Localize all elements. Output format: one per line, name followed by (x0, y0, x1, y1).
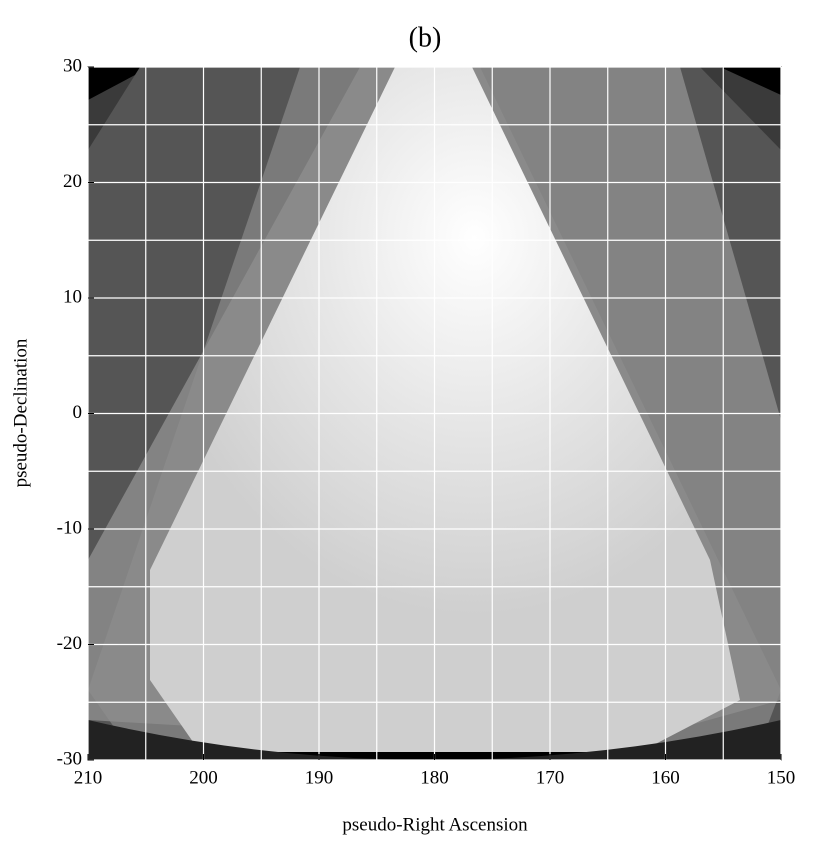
y-tick-label: 0 (73, 402, 83, 423)
chart-title: (b) (409, 22, 442, 53)
map-region (150, 67, 740, 752)
x-tick-label: 180 (420, 767, 449, 788)
x-tick-label: 190 (305, 767, 334, 788)
x-tick-label: 210 (74, 767, 103, 788)
y-tick-label: 20 (63, 171, 82, 192)
y-tick-label: 10 (63, 286, 82, 307)
y-tick-label: -20 (57, 633, 82, 654)
x-tick-label: 160 (651, 767, 680, 788)
x-tick-label: 150 (767, 767, 796, 788)
x-axis-label: pseudo-Right Ascension (342, 814, 528, 835)
y-axis-label: pseudo-Declination (10, 338, 31, 487)
y-tick-label: -30 (57, 748, 82, 769)
y-tick-label: -10 (57, 517, 82, 538)
x-tick-label: 200 (189, 767, 218, 788)
y-tick-label: 30 (63, 55, 82, 76)
x-tick-label: 170 (536, 767, 565, 788)
